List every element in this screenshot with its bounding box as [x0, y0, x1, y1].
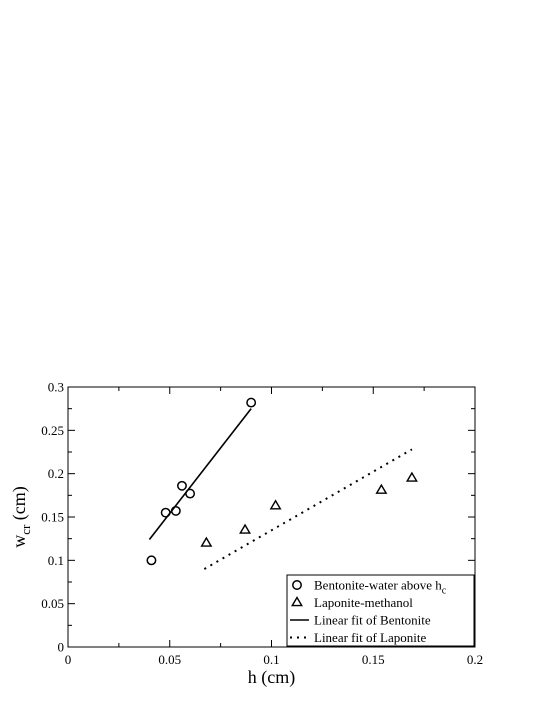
laponite-point [405, 471, 418, 482]
data-layer [146, 397, 418, 570]
bentonite-fit-line [148, 408, 252, 541]
y-tick-label: 0.15 [41, 510, 64, 525]
bentonite-point [246, 397, 257, 408]
legend-label-main: Linear fit of Bentonite [314, 613, 431, 628]
legend-label: Bentonite-water above hc [314, 578, 447, 597]
legend-triangle-marker [291, 596, 303, 607]
y-tick-label: 0.2 [48, 466, 64, 481]
legend-label: Laponite-methanol [314, 595, 413, 610]
y-tick-label: 0.25 [41, 423, 64, 438]
y-tick-label: 0 [58, 640, 65, 655]
bentonite-point [146, 555, 157, 566]
y-tick-label: 0.05 [41, 596, 64, 611]
x-tick-label: 0.2 [467, 652, 483, 667]
y-tick-label: 0.1 [48, 553, 64, 568]
legend-label-main: Bentonite-water above h [314, 578, 442, 593]
y-axis-title-sub: cr [18, 524, 33, 535]
y-tick-label: 0.3 [48, 380, 64, 395]
legend-box [286, 574, 475, 647]
laponite-point [200, 536, 213, 547]
axis-ticks: 0 0.05 0.1 0.15 0.2 0 0.05 0.1 0.15 0.2 0.25 0.3 [41, 380, 483, 668]
legend-label-sub: c [442, 586, 447, 597]
x-tick-label: 0.05 [158, 652, 181, 667]
laponite-fit-line [203, 448, 413, 570]
laponite-point [269, 499, 282, 510]
x-axis-title: h (cm) [248, 667, 295, 688]
x-tick-label: 0.15 [362, 652, 385, 667]
legend: Bentonite-water above hcLaponite-methano… [286, 574, 475, 647]
legend-label: Linear fit of Bentonite [314, 613, 431, 628]
laponite-point [375, 483, 388, 494]
legend-label: Linear fit of Laponite [314, 630, 426, 645]
y-axis-title: wcr (cm) [9, 486, 33, 548]
bentonite-point [177, 480, 187, 491]
x-tick-label: 0.1 [263, 652, 279, 667]
legend-circle-marker [292, 580, 302, 590]
legend-label-main: Laponite-methanol [314, 595, 413, 610]
legend-label-main: Linear fit of Laponite [314, 630, 426, 645]
x-tick-label: 0 [65, 652, 72, 667]
laponite-point [239, 523, 252, 534]
y-axis-title-unit: (cm) [9, 486, 30, 524]
y-axis-title-main: w [9, 535, 29, 548]
